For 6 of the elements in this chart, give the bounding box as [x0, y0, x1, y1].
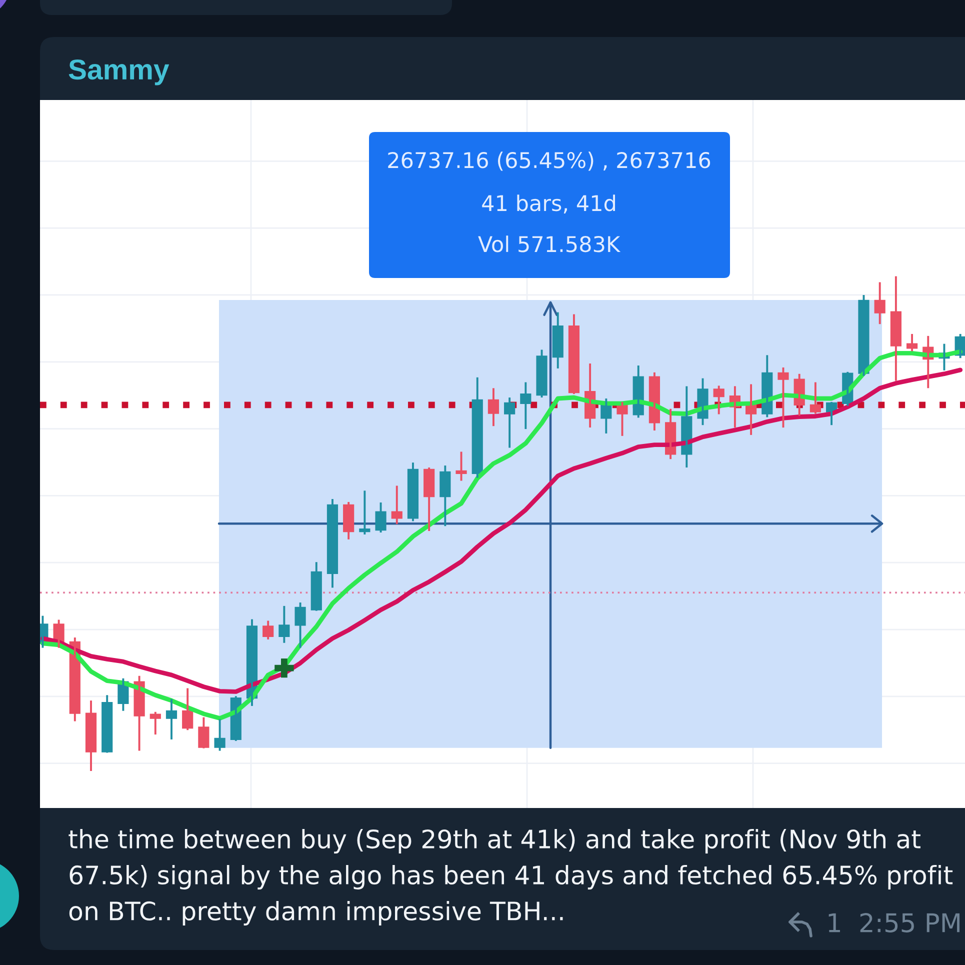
text: 26737.16 (65.45%) , 2673716	[388, 152, 710, 171]
text: 2:55 PM	[860, 913, 960, 932]
text: Vol 571.583K	[478, 236, 621, 252]
chart-title: Sammy	[68, 59, 170, 86]
text: 41 bars, 41d	[482, 194, 615, 214]
text: 1	[828, 913, 840, 932]
